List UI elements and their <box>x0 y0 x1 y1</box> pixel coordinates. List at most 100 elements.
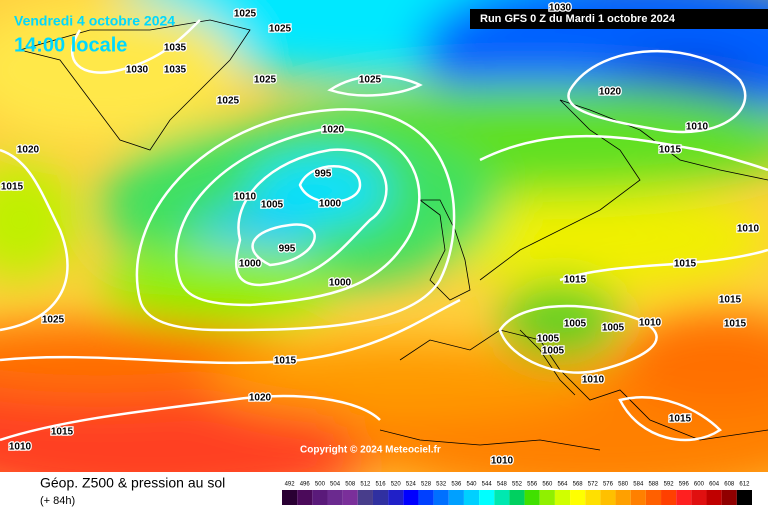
legend-swatch <box>494 490 510 505</box>
isobar-label: 1005 <box>602 323 625 334</box>
legend-label: 584 <box>633 482 644 488</box>
legend-label: 560 <box>542 482 553 488</box>
isobar-label: 1010 <box>639 318 662 329</box>
footer-lead: (+ 84h) <box>40 495 75 507</box>
legend-label: 512 <box>360 482 371 488</box>
legend-label: 532 <box>436 482 447 488</box>
legend-swatch <box>539 490 555 505</box>
isobar-label: 995 <box>315 169 332 180</box>
isobar-label: 1015 <box>1 182 24 193</box>
legend-swatch <box>600 490 616 505</box>
legend-swatch <box>661 490 677 505</box>
footer-title: Géop. Z500 & pression au sol <box>40 475 225 491</box>
legend-swatch <box>570 490 586 505</box>
isobar-label: 1015 <box>274 356 297 367</box>
legend-label: 576 <box>603 482 614 488</box>
isobar-label: 1010 <box>737 224 760 235</box>
isobar-label: 1005 <box>542 346 565 357</box>
legend-swatch <box>676 490 692 505</box>
legend-swatch <box>706 490 722 505</box>
isobar-label: 1005 <box>261 200 284 211</box>
legend-swatch <box>372 490 389 505</box>
legend-swatch <box>463 490 480 505</box>
isobar-label: 1015 <box>724 319 747 330</box>
legend-label: 520 <box>391 482 402 488</box>
isobar-label: 1025 <box>234 9 257 20</box>
legend-swatch <box>524 490 540 505</box>
legend-label: 516 <box>376 482 387 488</box>
legend-label: 548 <box>497 482 508 488</box>
isobar-label: 1015 <box>674 259 697 270</box>
legend-swatch <box>645 490 662 505</box>
legend-label: 588 <box>648 482 659 488</box>
legend-label: 500 <box>315 482 326 488</box>
legend-label: 540 <box>467 482 478 488</box>
isobar-label: 1030 <box>549 3 572 14</box>
legend-label: 604 <box>709 482 720 488</box>
isobar-label: 1015 <box>669 414 692 425</box>
isobar-label: 1015 <box>564 275 587 286</box>
isobar-label: 1010 <box>686 122 709 133</box>
isobar-label: 1035 <box>164 65 187 76</box>
legend-swatch <box>282 490 298 505</box>
legend-label: 612 <box>739 482 750 488</box>
isobar-label: 1025 <box>359 75 382 86</box>
isobar-label: 1010 <box>9 442 32 453</box>
legend-swatch <box>615 490 631 505</box>
isobar-label: 1015 <box>51 427 74 438</box>
isobar-label: 1020 <box>599 87 622 98</box>
legend-swatch <box>691 490 707 505</box>
isobar-label: 1020 <box>322 125 345 136</box>
legend-label: 496 <box>300 482 311 488</box>
legend-label: 592 <box>664 482 675 488</box>
copyright: Copyright © 2024 Meteociel.fr <box>300 445 441 456</box>
legend-swatch <box>479 490 495 505</box>
legend-label: 552 <box>512 482 523 488</box>
isobar-labels: 1025 1025 1035 1030 1035 1025 1025 1025 1020 1020… <box>0 1 761 468</box>
isobar-label: 1020 <box>249 393 272 404</box>
legend-swatch <box>357 490 373 505</box>
isobar-label: 1010 <box>582 375 605 386</box>
legend-label: 600 <box>694 482 705 488</box>
isobar-label: 1010 <box>491 456 514 467</box>
isobar-label: 1035 <box>164 43 187 54</box>
isobar-label: 1015 <box>659 145 682 156</box>
legend-swatch <box>388 490 404 505</box>
legend-label: 568 <box>573 482 584 488</box>
isobar-label: 1000 <box>319 199 342 210</box>
legend-label: 608 <box>724 482 735 488</box>
isobar-label: 1005 <box>564 319 587 330</box>
legend-label: 544 <box>482 482 493 488</box>
legend-label: 504 <box>330 482 341 488</box>
legend-swatch <box>297 490 313 505</box>
legend-swatch <box>585 490 601 505</box>
legend-label: 508 <box>345 482 356 488</box>
forecast-date: Vendredi 4 octobre 2024 <box>14 13 175 29</box>
isobar-label: 1015 <box>719 295 742 306</box>
isobar-label: 1020 <box>17 145 40 156</box>
isobar-label: 1000 <box>329 278 352 289</box>
legend-label: 524 <box>406 482 417 488</box>
legend-label: 536 <box>451 482 462 488</box>
legend-label: 564 <box>557 482 568 488</box>
legend-label: 596 <box>679 482 690 488</box>
isobar-label: 1025 <box>217 96 240 107</box>
run-info: Run GFS 0 Z du Mardi 1 octobre 2024 <box>480 13 676 25</box>
isobar-label: 1025 <box>269 24 292 35</box>
legend-swatch <box>736 490 752 505</box>
isobars <box>0 19 768 442</box>
legend-label: 580 <box>618 482 629 488</box>
color-legend: 492 496 500 504 508 512 516 520 524 528 532 536 540 5… <box>282 482 752 505</box>
legend-swatch <box>630 490 646 505</box>
legend-swatch <box>418 490 434 505</box>
forecast-time: 14:00 locale <box>14 34 127 56</box>
isobar-label: 1025 <box>42 315 65 326</box>
legend-label: 556 <box>527 482 538 488</box>
isobar-label: 995 <box>279 244 296 255</box>
legend-swatch <box>448 490 464 505</box>
legend-swatch <box>342 490 358 505</box>
legend-swatch <box>403 490 419 505</box>
legend-label: 572 <box>588 482 599 488</box>
